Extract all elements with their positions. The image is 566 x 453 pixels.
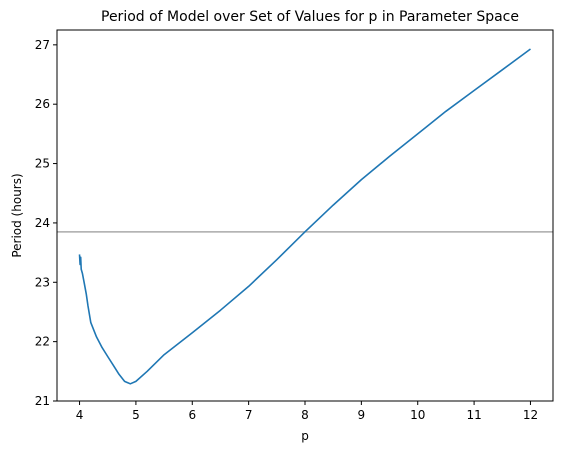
x-tick-label: 9 (358, 408, 366, 422)
x-axis-label: p (301, 429, 309, 443)
x-tick-label: 11 (466, 408, 481, 422)
y-tick-label: 27 (35, 38, 50, 52)
y-tick-label: 26 (35, 97, 50, 111)
y-axis-ticks: 21 22 23 24 25 26 27 (35, 38, 57, 408)
x-tick-label: 12 (523, 408, 538, 422)
series-layer (78, 48, 531, 385)
x-tick-label: 5 (132, 408, 140, 422)
x-tick-label: 6 (188, 408, 196, 422)
y-axis-label: Period (hours) (10, 173, 24, 257)
x-tick-label: 8 (301, 408, 309, 422)
chart-title: Period of Model over Set of Values for p… (101, 9, 519, 25)
y-tick-label: 22 (35, 335, 50, 349)
y-tick-label: 25 (35, 157, 50, 171)
y-tick-label: 23 (35, 275, 50, 289)
x-tick-label: 7 (245, 408, 253, 422)
y-tick-label: 21 (35, 394, 50, 408)
x-tick-label: 4 (76, 408, 84, 422)
x-tick-label: 10 (410, 408, 425, 422)
y-tick-label: 24 (35, 216, 50, 230)
x-axis-ticks: 4 5 6 7 8 9 10 11 12 (76, 401, 538, 422)
series-line (78, 48, 531, 385)
